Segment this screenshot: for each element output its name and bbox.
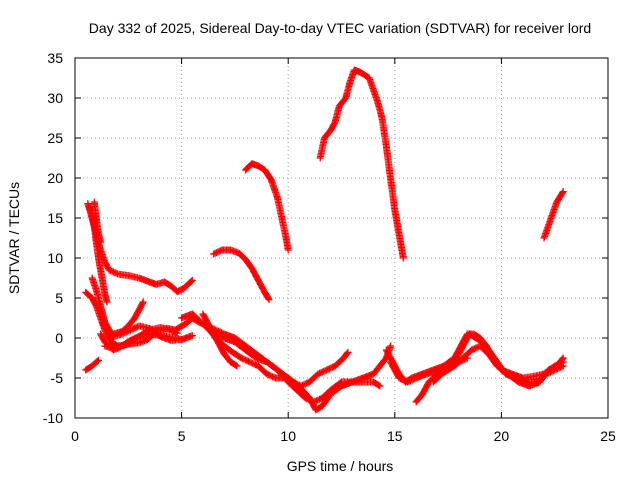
y-tick-label: 15 [47,210,63,226]
series-arc-15 [212,330,384,414]
y-tick-label: 10 [47,250,63,266]
series-arc-14 [199,310,241,370]
data-point-markers [540,188,567,242]
x-tick-label: 10 [280,428,296,444]
series-arc-8 [99,298,147,338]
x-tick-label: 20 [494,428,510,444]
x-tick-label: 0 [71,428,79,444]
data-point-markers [101,330,186,352]
plot-frame [74,57,609,419]
y-tick-label: 5 [55,290,63,306]
series-arc-11 [242,160,292,254]
axis-ticks: 0 5 10 15 20 25 -10 -5 0 5 10 15 20 25 30 35 [43,50,616,444]
y-tick-label: 30 [47,90,63,106]
data-point-markers [210,246,273,304]
data-point-markers [242,160,292,254]
y-axis-label: SDTVAR / TECUs [6,182,22,294]
y-tick-label: 25 [47,130,63,146]
y-tick-label: 20 [47,170,63,186]
series-arc-21 [540,188,567,242]
series-arc-16 [316,66,407,262]
y-tick-label: -10 [43,410,63,426]
data-point-markers [316,66,407,262]
x-tick-label: 5 [178,428,186,444]
data-point-markers [99,298,147,338]
series-arc-10 [210,246,273,304]
y-tick-label: 35 [47,50,63,66]
chart-title: Day 332 of 2025, Sidereal Day-to-day VTE… [89,20,591,36]
data-point-markers [86,204,111,306]
series-arc-2 [86,204,111,306]
data-point-markers [212,330,384,414]
series-arc-3 [90,198,105,246]
data-point-markers [429,354,471,386]
series-arc-20 [429,354,471,386]
data-point-markers [199,310,241,370]
series-arc-6 [82,356,102,374]
series-arc-9 [101,330,186,352]
x-tick-label: 15 [387,428,403,444]
y-tick-label: -5 [51,370,64,386]
data-series [82,66,567,414]
data-point-markers [82,356,102,374]
y-tick-label: 0 [55,330,63,346]
data-point-markers [90,198,105,246]
x-axis-label: GPS time / hours [287,458,394,474]
x-tick-label: 25 [600,428,616,444]
